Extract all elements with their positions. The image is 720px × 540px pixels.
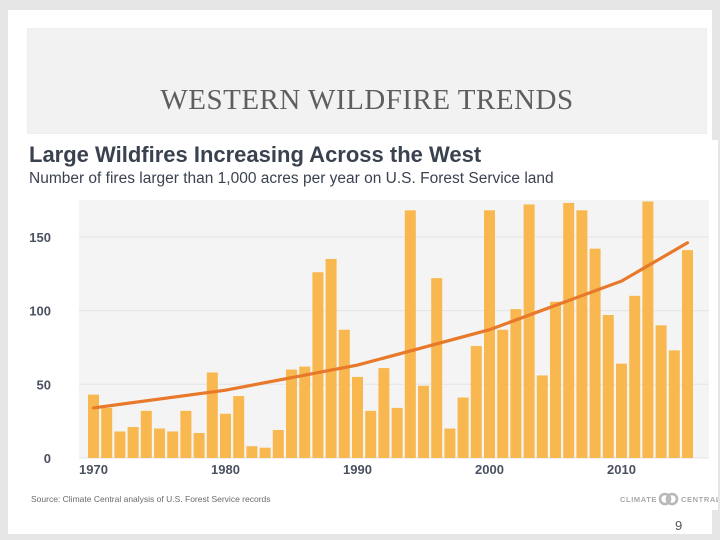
y-axis-ticks: 0 50 100 150 <box>29 230 51 466</box>
page-number: 9 <box>675 518 683 533</box>
bar-1976 <box>167 431 179 458</box>
bar-2009 <box>602 314 614 458</box>
bar-2010 <box>616 363 627 458</box>
trend-line <box>91 241 690 410</box>
bar-2005 <box>550 301 561 458</box>
bar-1984 <box>272 429 284 458</box>
climate-central-logo <box>658 492 679 506</box>
bar-2007 <box>576 210 588 458</box>
logo-circle-right <box>665 492 679 506</box>
chart-title: Large Wildfires Increasing Across the We… <box>29 142 482 167</box>
bar-2000 <box>484 210 495 458</box>
bar-1983 <box>259 447 271 458</box>
bar-1981 <box>233 396 245 458</box>
y-tick-label: 150 <box>29 230 51 245</box>
bar-1974 <box>140 410 152 458</box>
x-tick-label: 2000 <box>475 462 504 477</box>
bar-1995 <box>418 385 429 458</box>
x-tick-label: 1980 <box>211 462 240 477</box>
x-tick-label: 1970 <box>79 462 108 477</box>
bar-2004 <box>536 375 548 458</box>
logo-text-left: CLIMATE <box>620 495 657 504</box>
chart-figure: Large Wildfires Increasing Across the We… <box>21 140 718 510</box>
title-band: WESTERN WILDFIRE TRENDS <box>27 28 707 134</box>
bar-1970 <box>88 394 99 458</box>
bar-1973 <box>127 427 139 458</box>
y-tick-label: 100 <box>29 304 51 319</box>
logo-circle-left <box>658 492 672 506</box>
bar-1972 <box>114 431 126 458</box>
slide-title: WESTERN WILDFIRE TRENDS <box>160 84 574 116</box>
bars <box>88 201 693 458</box>
bar-1997 <box>444 428 456 458</box>
logo-text-right: CENTRAL <box>681 495 718 504</box>
bar-1992 <box>378 368 390 458</box>
x-tick-label: 1990 <box>343 462 372 477</box>
bar-2008 <box>589 248 601 458</box>
bar-1977 <box>180 410 192 458</box>
chart-subtitle: Number of fires larger than 1,000 acres … <box>29 170 554 187</box>
bar-1998 <box>457 397 469 458</box>
bar-1996 <box>431 278 443 458</box>
bar-1988 <box>325 258 337 458</box>
bar-2015 <box>682 250 693 458</box>
bar-1982 <box>246 446 258 458</box>
bar-1971 <box>101 407 113 458</box>
source-note: Source: Climate Central analysis of U.S.… <box>31 494 271 504</box>
bar-2003 <box>523 204 535 458</box>
bar-1993 <box>391 407 403 458</box>
bar-1989 <box>338 329 350 458</box>
y-tick-label: 50 <box>37 377 51 392</box>
slide: WESTERN WILDFIRE TRENDS Large Wildfires … <box>8 10 718 534</box>
bar-2011 <box>629 295 641 458</box>
bar-2002 <box>510 309 522 458</box>
bar-1975 <box>154 428 165 458</box>
bar-1985 <box>286 369 297 458</box>
bar-1991 <box>365 410 377 458</box>
x-axis-ticks: 1970 1980 1990 2000 2010 <box>79 462 636 477</box>
chart-svg: Large Wildfires Increasing Across the We… <box>29 142 718 506</box>
bar-2014 <box>668 350 680 458</box>
bar-2012 <box>642 201 654 458</box>
bar-1994 <box>404 210 416 458</box>
bar-1990 <box>352 376 363 458</box>
x-tick-label: 2010 <box>607 462 636 477</box>
bar-2013 <box>655 325 667 458</box>
bar-1980 <box>220 413 231 458</box>
y-tick-label: 0 <box>44 451 51 466</box>
bar-1978 <box>193 432 205 458</box>
bar-1979 <box>206 372 218 458</box>
bar-1999 <box>470 345 482 458</box>
bar-1986 <box>299 366 311 458</box>
bar-2001 <box>497 329 509 458</box>
bar-1987 <box>312 272 324 458</box>
bar-2006 <box>563 202 575 458</box>
